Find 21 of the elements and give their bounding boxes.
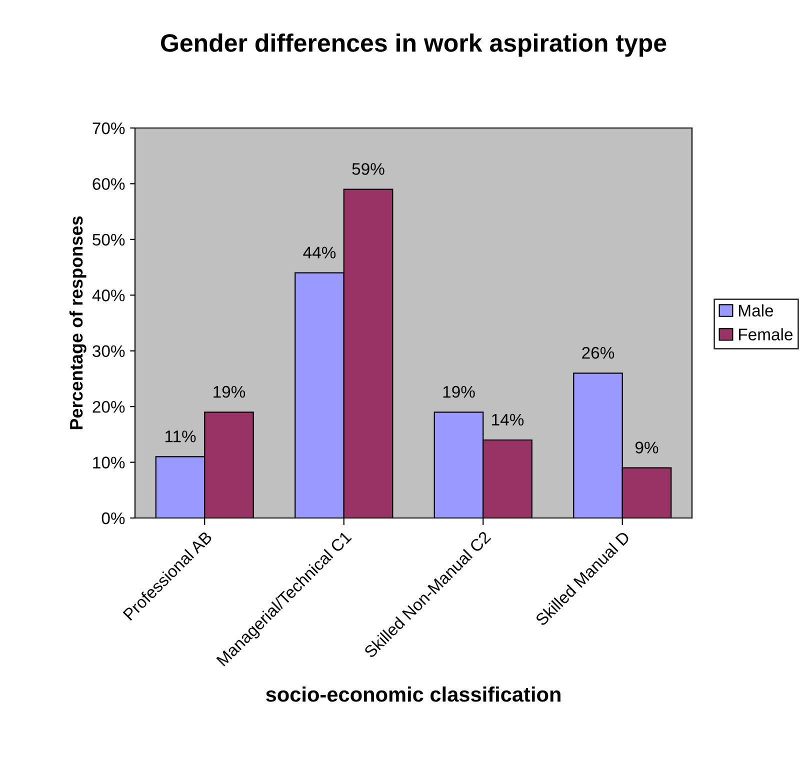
y-tick-label: 50% [92, 234, 125, 246]
legend-label: Male [739, 304, 774, 317]
y-tick-label: 60% [92, 178, 125, 190]
y-tick-label: 40% [92, 290, 125, 302]
data-label: 14% [492, 414, 524, 426]
data-label: 19% [214, 386, 246, 398]
y-tick-label: 0% [102, 512, 125, 524]
data-label: 9% [635, 442, 658, 454]
y-tick-label: 70% [92, 122, 125, 134]
data-label: 44% [303, 246, 336, 258]
data-label: 26% [582, 346, 614, 359]
chart-title: Gender differences in work aspiration type [161, 33, 666, 57]
y-tick-label: 10% [93, 456, 125, 468]
y-tick-label: 20% [92, 400, 125, 413]
data-label: 11% [165, 430, 196, 442]
y-tick-label: 30% [92, 345, 125, 358]
data-label: 59% [352, 163, 384, 175]
data-label: 19% [443, 386, 475, 398]
y-axis-title: Percentage of responses [69, 216, 86, 430]
x-axis-title: socio-economic classification [266, 686, 560, 702]
legend-label: Female [739, 328, 792, 340]
